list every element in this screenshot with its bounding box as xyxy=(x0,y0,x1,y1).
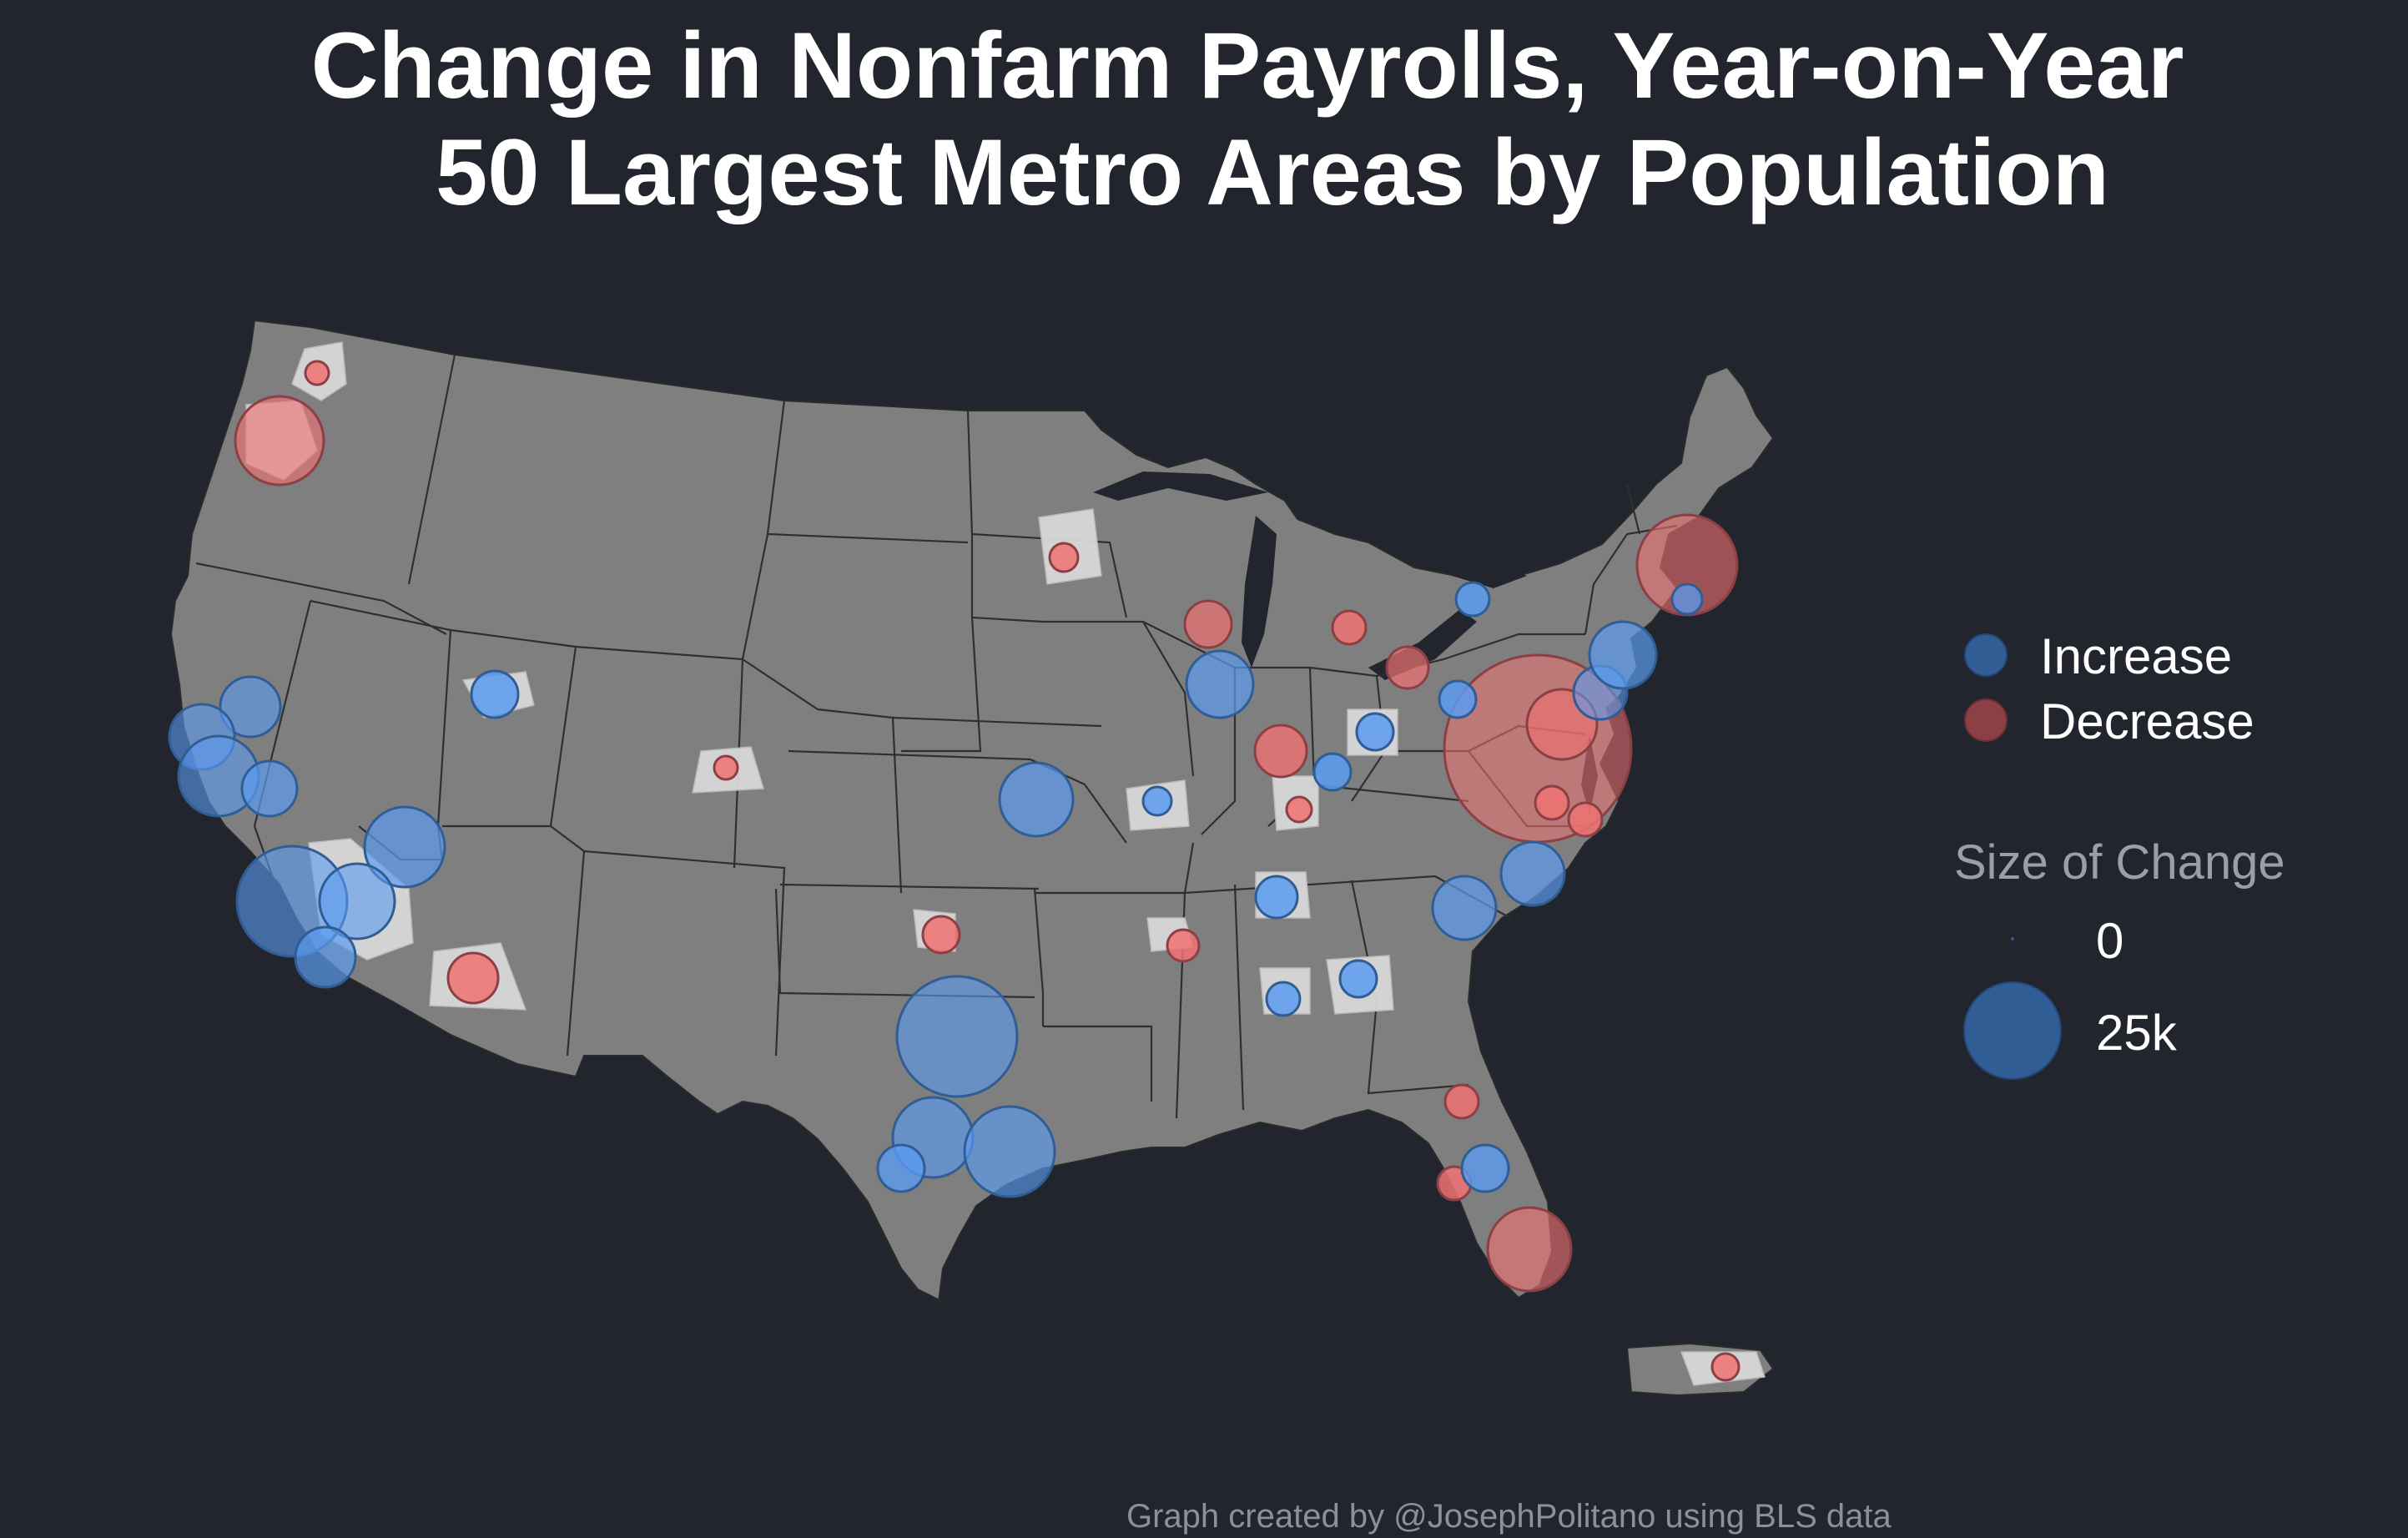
bubble-portland xyxy=(234,395,325,487)
metro-bubbles xyxy=(168,360,1741,1382)
bubble-las-vegas xyxy=(363,805,446,889)
bubble-dallas xyxy=(895,975,1019,1098)
bubble-cincinnati xyxy=(1312,752,1353,792)
bubble-virginia-beach xyxy=(1567,801,1604,838)
great-lakes-north xyxy=(1093,471,1268,501)
bubble-san-diego xyxy=(294,925,357,989)
bubble-grand-rapids xyxy=(1331,609,1368,646)
bubble-oklahoma-city xyxy=(921,915,961,955)
bubble-buffalo xyxy=(1454,581,1491,618)
bubble-kansas-city xyxy=(998,761,1075,838)
bubble-raleigh xyxy=(1499,840,1566,907)
bubble-houston xyxy=(963,1105,1056,1198)
bubble-riverside xyxy=(318,862,396,940)
bubble-jacksonville xyxy=(1443,1083,1480,1120)
bubble-atlanta xyxy=(1338,959,1378,999)
legend-increase-label: Increase xyxy=(2040,628,2233,684)
bubble-birmingham xyxy=(1265,981,1302,1017)
bubble-san-antonio xyxy=(876,1143,926,1193)
bubble-nashville xyxy=(1254,875,1299,920)
bubble-san-juan xyxy=(1710,1352,1741,1382)
source-caption: Graph created by @JosephPolitano using B… xyxy=(1126,1498,1892,1535)
bubble-salt-lake-city xyxy=(470,669,520,719)
legend-size-title: Size of Change xyxy=(1954,835,2285,890)
bubble-indianapolis xyxy=(1253,724,1308,779)
bubble-phoenix xyxy=(446,951,500,1005)
bubble-fresno xyxy=(240,759,299,818)
bubble-orlando xyxy=(1460,1143,1510,1193)
bubble-detroit xyxy=(1385,645,1430,690)
legend-size-0-swatch xyxy=(2011,937,2014,940)
legend-size-25k-swatch xyxy=(1963,981,2062,1080)
bubble-columbus xyxy=(1355,712,1395,752)
legend-decrease-swatch xyxy=(1964,698,2008,742)
legend-increase-swatch xyxy=(1964,633,2008,677)
bubble-minneapolis xyxy=(1048,542,1080,573)
chart-title-line-2: 50 Largest Metro Areas by Population xyxy=(435,120,2110,224)
bubble-st-louis xyxy=(1141,785,1173,817)
bubble-new-york xyxy=(1588,620,1658,690)
legend-decrease-label: Decrease xyxy=(2040,693,2254,749)
bubble-sacramento xyxy=(219,675,282,739)
legend-swatches xyxy=(1963,633,2062,1080)
lake-michigan xyxy=(1242,516,1277,668)
bubble-providence xyxy=(1670,582,1704,616)
legend-size-0-label: 0 xyxy=(2096,913,2124,969)
bubble-miami xyxy=(1486,1206,1573,1293)
bubble-milwaukee xyxy=(1183,599,1233,649)
bubble-charlotte xyxy=(1431,875,1498,941)
chart-title-line-1: Change in Nonfarm Payrolls, Year-on-Year xyxy=(310,13,2184,118)
bubble-richmond xyxy=(1534,784,1570,821)
bubble-chicago xyxy=(1185,649,1255,719)
bubble-louisville xyxy=(1285,795,1313,824)
bubble-cleveland xyxy=(1438,679,1478,719)
legend-size-25k-label: 25k xyxy=(2096,1005,2177,1061)
bubble-denver xyxy=(713,754,739,781)
bubble-memphis xyxy=(1166,928,1201,963)
bubble-seattle xyxy=(304,360,330,386)
lake-ontario xyxy=(1452,567,1527,588)
